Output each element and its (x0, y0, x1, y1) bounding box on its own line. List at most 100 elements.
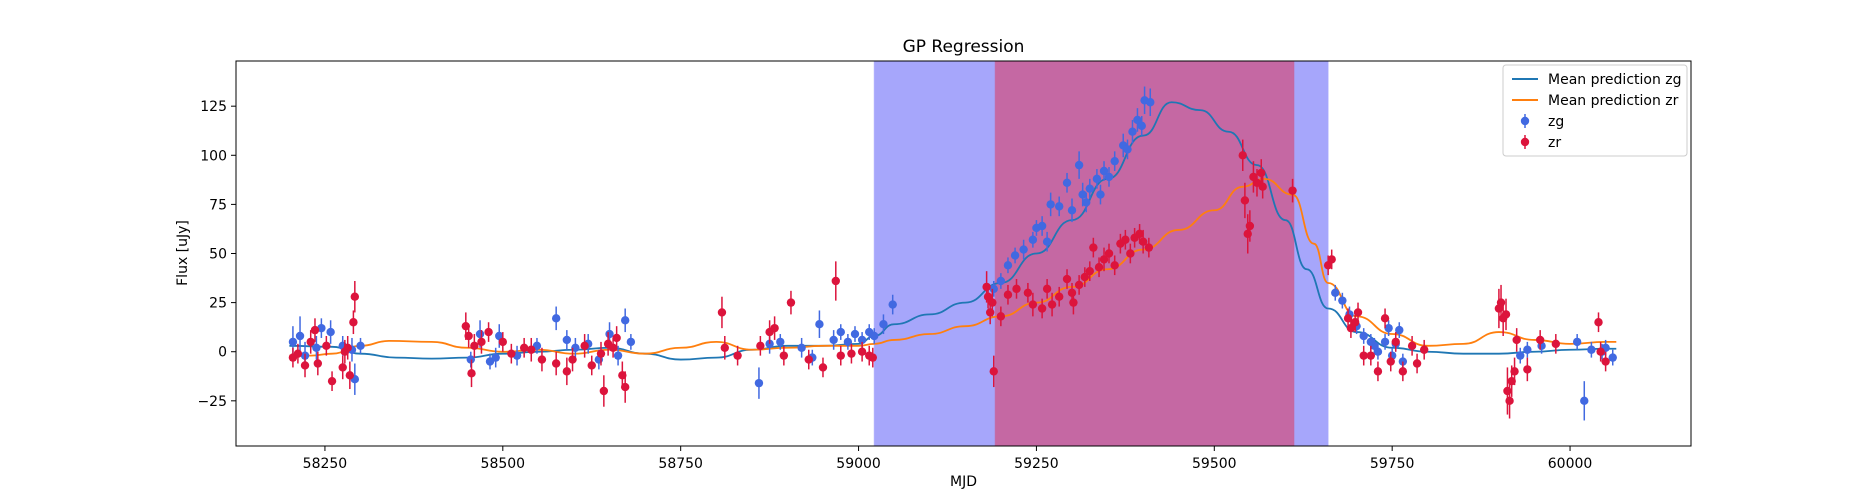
point-zr-8 (338, 363, 347, 372)
y-tick-label-75: 75 (209, 197, 227, 213)
point-zr-63 (1037, 304, 1047, 313)
point-zr-86 (1240, 196, 1250, 205)
point-zr-69 (1069, 298, 1078, 307)
legend-label-zr-line: Mean prediction zr (1548, 93, 1679, 109)
point-zr-114 (1503, 386, 1512, 396)
y-axis-label: Flux [uJy] (175, 220, 191, 286)
point-zg-67 (1137, 121, 1146, 131)
point-zr-111 (1496, 298, 1506, 307)
point-zg-59 (1096, 190, 1105, 199)
point-zr-20 (498, 337, 508, 347)
point-zr-12 (349, 318, 358, 327)
point-zr-39 (733, 351, 742, 360)
point-zr-109 (1419, 345, 1429, 354)
point-zr-118 (1512, 335, 1521, 345)
point-zr-17 (470, 341, 479, 351)
point-zg-78 (1380, 337, 1390, 347)
legend-label-zg-points: zg (1548, 114, 1564, 130)
point-zr-123 (1596, 347, 1605, 356)
point-zr-30 (596, 349, 606, 358)
point-zr-11 (345, 371, 355, 380)
point-zg-28 (776, 337, 785, 347)
point-zr-60 (1012, 284, 1021, 294)
point-zr-58 (996, 312, 1006, 321)
point-zr-38 (720, 343, 729, 352)
point-zg-10 (466, 355, 475, 364)
point-zr-115 (1505, 396, 1514, 406)
x-tick-label-58750: 58750 (658, 456, 703, 472)
legend: Mean prediction zg Mean prediction zr zg… (1502, 64, 1688, 157)
point-zr-53 (982, 282, 991, 292)
point-zg-56 (1082, 198, 1091, 207)
point-zg-1 (295, 331, 305, 341)
point-zg-48 (1037, 221, 1047, 231)
point-zg-62 (1110, 156, 1119, 166)
point-zg-5 (326, 327, 335, 337)
point-zr-46 (818, 363, 828, 372)
point-zg-46 (1028, 235, 1038, 244)
x-axis-label: MJD (950, 474, 977, 490)
point-zg-22 (605, 329, 614, 339)
point-zr-107 (1407, 341, 1417, 351)
point-zr-25 (551, 359, 561, 368)
point-zr-71 (1080, 272, 1090, 282)
point-zg-39 (879, 320, 888, 329)
point-zr-1 (293, 349, 303, 358)
point-zg-36 (857, 335, 867, 345)
y-tick-label--25: −25 (197, 394, 227, 410)
point-zg-44 (1010, 251, 1020, 260)
legend-swatch-zg-points (1520, 114, 1530, 128)
legend-marker-1 (1520, 137, 1530, 147)
point-zr-2 (300, 361, 310, 370)
point-zr-4 (310, 325, 320, 335)
point-zg-64 (1123, 145, 1132, 154)
point-zr-74 (1094, 263, 1104, 272)
point-zg-77 (1373, 347, 1383, 356)
point-zr-120 (1535, 335, 1545, 345)
point-zr-91 (1257, 168, 1266, 178)
point-zg-38 (870, 331, 879, 341)
series-zg (288, 86, 1617, 421)
point-zr-36 (620, 382, 630, 392)
point-zg-24 (620, 316, 630, 325)
x-tick-label-59750: 59750 (1370, 456, 1415, 472)
point-zg-17 (551, 314, 561, 323)
point-zr-37 (717, 308, 727, 317)
point-zg-57 (1085, 184, 1094, 193)
point-zr-104 (1386, 357, 1395, 366)
plot-inner (288, 61, 1617, 446)
point-zr-124 (1601, 357, 1610, 366)
point-zr-57 (989, 367, 998, 376)
point-zg-89 (1587, 345, 1596, 354)
point-zr-27 (568, 355, 577, 364)
y-tick-label-50: 50 (209, 247, 227, 263)
point-zr-48 (836, 351, 845, 360)
point-zr-23 (527, 345, 536, 354)
point-zr-97 (1346, 323, 1356, 333)
legend-label-zg-line: Mean prediction zg (1548, 72, 1682, 88)
point-zr-64 (1042, 284, 1052, 294)
y-tick-label-125: 125 (200, 99, 227, 115)
point-zg-87 (1572, 337, 1582, 347)
point-zg-55 (1078, 190, 1087, 199)
point-zg-25 (626, 337, 636, 347)
legend-swatch-zr-points (1520, 135, 1530, 149)
point-zr-84 (1144, 243, 1154, 252)
plot-area: 58250 58500 58750 59000 59250 59500 59750 60000… (197, 60, 1692, 472)
point-zg-32 (829, 335, 838, 345)
point-zr-100 (1359, 351, 1368, 360)
point-zg-61 (1104, 172, 1114, 182)
point-zr-102 (1373, 367, 1383, 376)
point-zg-74 (1359, 331, 1368, 341)
point-zr-105 (1391, 337, 1400, 347)
point-zg-23 (613, 351, 623, 360)
point-zr-88 (1245, 221, 1255, 231)
point-zr-59 (1003, 290, 1013, 299)
point-zg-53 (1067, 206, 1077, 215)
series-zr (288, 139, 1610, 419)
point-zr-26 (562, 367, 572, 376)
point-zr-42 (770, 323, 779, 333)
point-zg-26 (754, 378, 764, 388)
point-zg-34 (843, 337, 853, 347)
point-zr-29 (587, 361, 596, 370)
